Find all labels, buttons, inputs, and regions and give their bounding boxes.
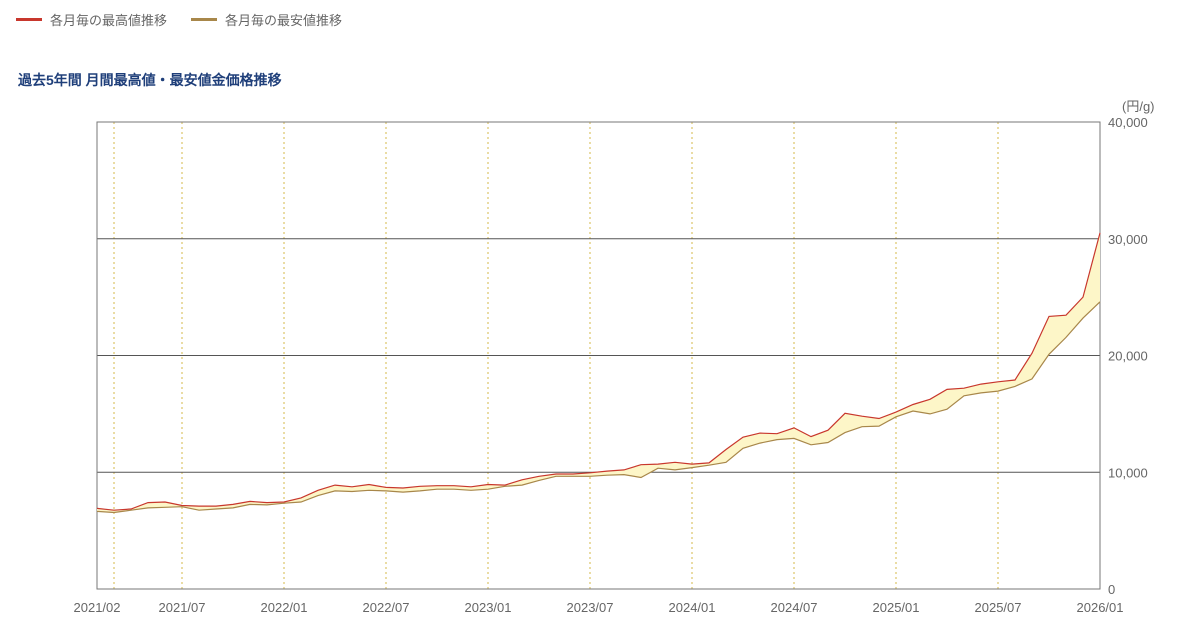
y-tick-label: 0 bbox=[1108, 582, 1115, 597]
legend-swatch-low bbox=[191, 18, 218, 21]
y-tick-label: 40,000 bbox=[1108, 115, 1148, 130]
x-tick-label: 2024/07 bbox=[771, 600, 818, 615]
x-tick-label: 2025/07 bbox=[975, 600, 1022, 615]
legend-swatch-high bbox=[16, 18, 42, 21]
x-tick-label: 2023/01 bbox=[465, 600, 512, 615]
series-line-high bbox=[96, 232, 1101, 511]
y-unit-label: (円/g) bbox=[1122, 99, 1155, 114]
legend: 各月毎の最高値推移 各月毎の最安値推移 bbox=[16, 10, 342, 29]
y-tick-label: 20,000 bbox=[1108, 349, 1148, 364]
x-tick-label: 2021/02 bbox=[74, 600, 121, 615]
legend-label-high: 各月毎の最高値推移 bbox=[50, 13, 168, 28]
legend-label-low: 各月毎の最安値推移 bbox=[225, 13, 343, 28]
chart-title: 過去5年間 月間最高値・最安値金価格推移 bbox=[18, 72, 282, 88]
y-tick-label: 30,000 bbox=[1108, 232, 1148, 247]
plot-frame bbox=[96, 121, 1101, 590]
x-tick-label: 2023/07 bbox=[567, 600, 614, 615]
y-tick-label: 10,000 bbox=[1108, 465, 1148, 480]
x-tick-label: 2022/07 bbox=[363, 600, 410, 615]
high-low-band bbox=[97, 232, 1100, 513]
x-tick-label: 2021/07 bbox=[159, 600, 206, 615]
x-tick-label: 2025/01 bbox=[873, 600, 920, 615]
x-tick-label: 2022/01 bbox=[261, 600, 308, 615]
legend-item-high[interactable]: 各月毎の最高値推移 bbox=[16, 10, 167, 29]
x-tick-label: 2024/01 bbox=[669, 600, 716, 615]
series-line-low bbox=[96, 301, 1101, 514]
x-tick-label: 2026/01 bbox=[1077, 600, 1124, 615]
legend-item-low[interactable]: 各月毎の最安値推移 bbox=[191, 10, 342, 29]
